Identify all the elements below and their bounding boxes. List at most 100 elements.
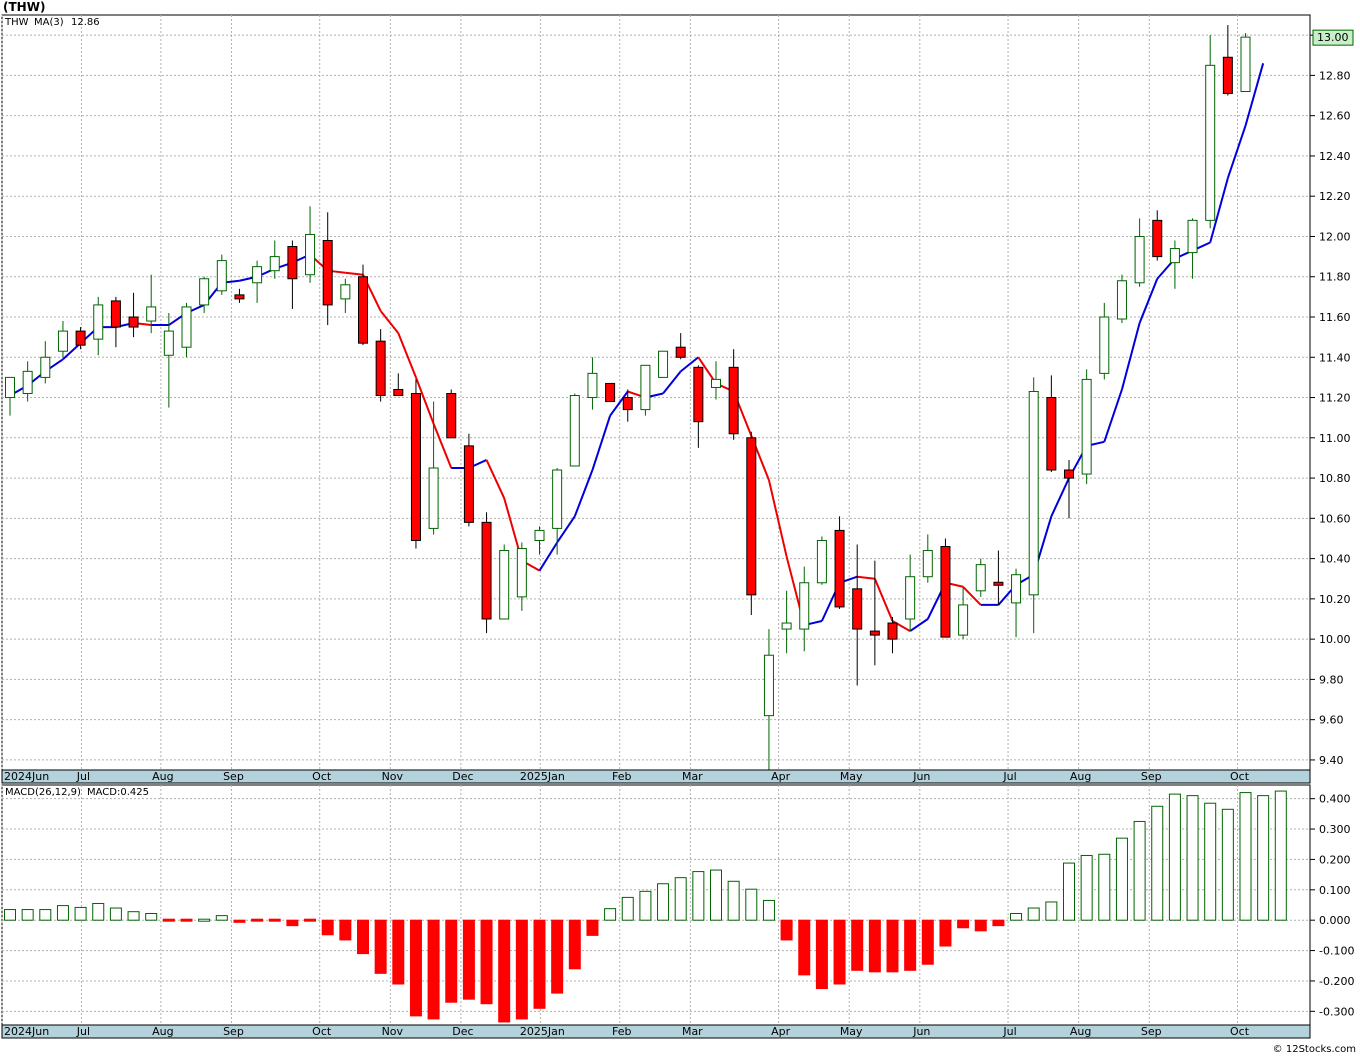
macd-bar: [56, 905, 69, 921]
ma3-segment: [538, 541, 558, 572]
price-tick-label: 11.40: [1319, 351, 1351, 364]
macd-bar: [1133, 820, 1146, 921]
candle-body: [1222, 56, 1233, 95]
candle-body: [199, 278, 210, 306]
candle-body: [1046, 397, 1057, 471]
macd-tick-label: 0.300: [1319, 823, 1351, 836]
ma3-segment: [62, 342, 82, 361]
last-price-box: [1312, 29, 1354, 46]
macd-bar: [533, 919, 546, 1009]
price-tick-label: 9.60: [1319, 714, 1344, 727]
macd-bar: [710, 869, 722, 921]
ma3-segment: [556, 515, 576, 544]
price-x-tick-label: Jul: [1002, 770, 1016, 783]
macd-bar: [1010, 913, 1023, 921]
price-tick-label: 11.60: [1319, 311, 1351, 324]
macd-bar: [692, 871, 705, 921]
chart-symbol-title: (THW): [3, 0, 45, 14]
price-tick-label: 11.00: [1319, 432, 1351, 445]
candle-body: [234, 294, 245, 300]
macd-bar: [21, 909, 34, 921]
macd-x-tick-label: 2024Jun: [4, 1025, 49, 1038]
macd-x-tick-label: Jun: [912, 1025, 930, 1038]
macd-bar: [1221, 808, 1234, 921]
price-x-tick-label: 2024Jun: [4, 770, 49, 783]
candle-body: [410, 393, 421, 541]
candle-body: [340, 284, 351, 300]
macd-bar: [815, 919, 828, 990]
candle-body: [1134, 235, 1145, 284]
candle-body: [1116, 280, 1127, 320]
price-x-tick-label: Nov: [382, 770, 404, 783]
candle-body: [481, 521, 492, 620]
price-x-tick-label: Feb: [612, 770, 631, 783]
macd-bar: [145, 913, 158, 921]
macd-x-tick-label: Feb: [612, 1025, 631, 1038]
macd-bar: [1186, 795, 1199, 921]
macd-bar: [74, 906, 87, 921]
macd-bar: [127, 911, 140, 921]
macd-bar: [974, 919, 987, 932]
candle-body: [1187, 219, 1198, 254]
candle-body: [358, 276, 368, 344]
candle-body: [463, 445, 474, 523]
macd-panel-frame: [1, 784, 1311, 1026]
macd-bar: [321, 919, 334, 936]
ma3-segment: [1120, 322, 1141, 390]
price-x-tick-label: Jun: [912, 770, 930, 783]
candle-body: [516, 548, 527, 598]
ma3-line: [9, 63, 1265, 632]
ma3-segment: [415, 377, 435, 425]
candle-body: [93, 304, 104, 340]
macd-bar: [1080, 854, 1093, 921]
macd-bar: [427, 919, 440, 1020]
macd-bar: [1063, 862, 1075, 921]
price-panel-frame: [1, 14, 1311, 771]
candle-body: [128, 316, 139, 328]
price-tick-label: 12.00: [1319, 230, 1351, 243]
candle-body: [40, 356, 51, 378]
price-x-tick-label: May: [840, 770, 863, 783]
candle-body: [499, 550, 510, 620]
candle-body: [1169, 248, 1180, 264]
price-tick-label: 9.80: [1319, 673, 1344, 686]
macd-bar: [39, 909, 52, 921]
last-price-label: 13.00: [1317, 31, 1349, 44]
macd-bar: [780, 919, 793, 941]
price-tick-label: 12.60: [1319, 110, 1351, 123]
macd-bar: [1151, 805, 1164, 921]
macd-bar: [374, 919, 387, 974]
macd-bar: [233, 919, 246, 923]
ma3-segment: [1103, 389, 1123, 443]
ma3-segment: [591, 415, 612, 471]
macd-bar: [1239, 792, 1252, 921]
candle-body: [269, 256, 280, 272]
macd-tick-label: 0.100: [1319, 884, 1351, 897]
ma3-segment: [379, 310, 400, 334]
price-x-tick-label: 2025Jan: [520, 770, 565, 783]
macd-bar: [162, 918, 175, 922]
macd-bar: [515, 919, 528, 1020]
macd-bar: [215, 915, 228, 921]
candle-body: [940, 546, 951, 638]
price-x-tick-label: Aug: [1070, 770, 1091, 783]
candle-body: [5, 376, 15, 399]
macd-x-tick-label: Aug: [1070, 1025, 1091, 1038]
macd-bar: [251, 918, 264, 922]
candle-body: [958, 604, 969, 636]
macd-bar: [868, 919, 881, 973]
candle-body: [816, 539, 827, 584]
legend-ma-value: 12.86: [71, 17, 100, 28]
candle-body: [746, 437, 757, 596]
macd-bar: [1274, 790, 1287, 921]
macd-bar: [604, 908, 617, 921]
candle-body: [640, 364, 651, 411]
price-x-tick-label: Apr: [771, 770, 791, 783]
candle-body: [1064, 469, 1074, 479]
price-x-tick-label: Mar: [682, 770, 703, 783]
price-tick-label: 12.20: [1319, 190, 1351, 203]
price-x-tick-label: Oct: [1230, 770, 1250, 783]
ma3-segment: [1209, 177, 1229, 243]
macd-bar: [1204, 802, 1217, 921]
